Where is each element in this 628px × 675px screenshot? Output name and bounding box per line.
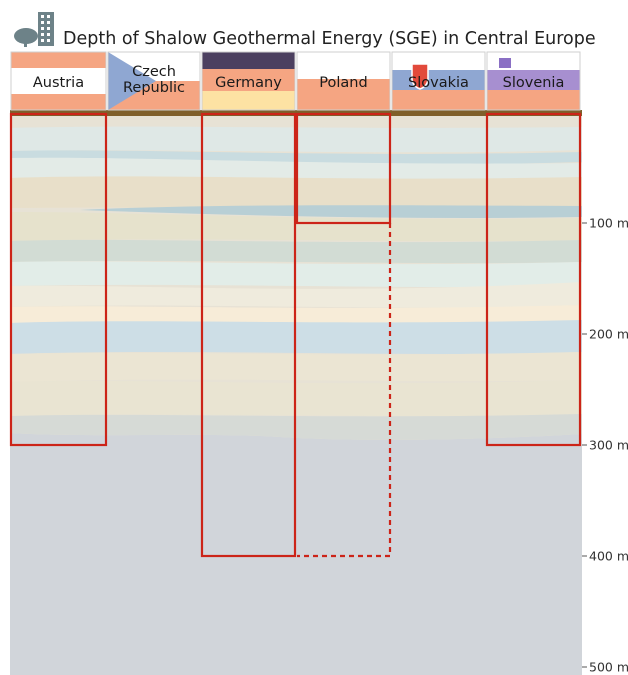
- flag-label: Republic: [123, 80, 185, 96]
- chart-title: Depth of Shalow Geothermal Energy (SGE) …: [63, 29, 596, 49]
- flag-label: Austria: [33, 75, 84, 91]
- y-tick-label: 300 m: [589, 438, 628, 453]
- flag-label: Poland: [319, 75, 367, 91]
- bar-austria: [9, 112, 108, 447]
- bar-slovenia: [485, 112, 582, 447]
- building-tree-icon: [14, 12, 54, 47]
- bar-germany: [200, 112, 297, 558]
- flag-germany: Germany: [201, 51, 296, 111]
- flag-poland: Poland: [296, 51, 391, 111]
- depth-bars: [9, 112, 582, 558]
- flag-label: Slovenia: [503, 75, 565, 91]
- flag-slovakia: Slovakia: [391, 51, 486, 111]
- flag-austria: Austria: [10, 51, 107, 111]
- y-tick-label: 100 m: [589, 216, 628, 231]
- flag-label: Czech: [132, 64, 176, 80]
- bar-poland: [295, 112, 392, 225]
- flag-slovenia: Slovenia: [486, 51, 581, 111]
- flag-label: Slovakia: [408, 75, 469, 91]
- extended-range-poland: [297, 223, 392, 558]
- y-tick-label: 400 m: [589, 549, 628, 564]
- flag-label: Germany: [215, 75, 282, 91]
- y-tick-label: 500 m: [589, 660, 628, 675]
- y-tick-label: 200 m: [589, 327, 628, 342]
- y-axis: 100 m 200 m 300 m 400 m 500 m: [582, 216, 628, 675]
